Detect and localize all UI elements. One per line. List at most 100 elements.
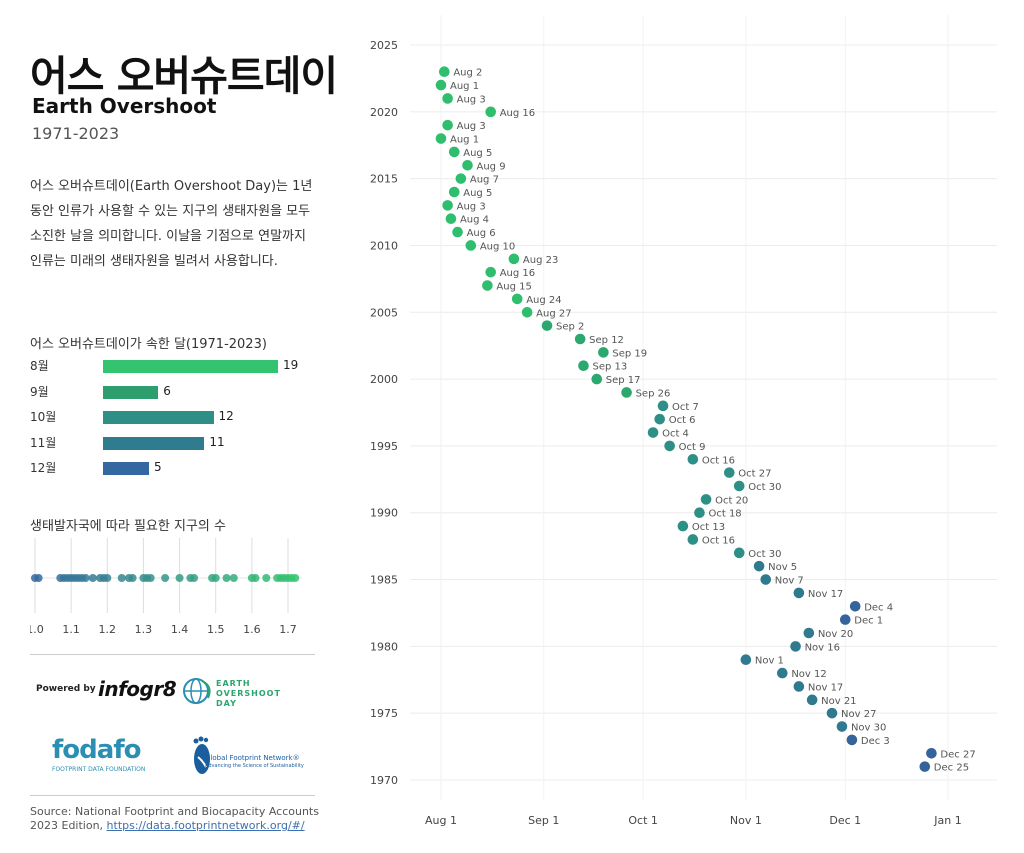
month-bar-value: 6 <box>163 383 171 398</box>
data-label: Nov 12 <box>791 669 826 680</box>
data-point <box>578 360 589 372</box>
data-point <box>803 627 815 639</box>
earths-tick-label: 1.0 <box>30 623 44 636</box>
earths-tick-label: 1.7 <box>279 623 297 636</box>
page-subtitle: Earth Overshoot <box>32 94 217 118</box>
data-point <box>919 761 931 772</box>
data-point <box>448 146 460 158</box>
month-bar-value: 11 <box>209 434 225 449</box>
earths-dot <box>262 574 271 582</box>
data-point <box>485 106 497 118</box>
data-point <box>846 734 858 746</box>
data-point <box>793 681 805 692</box>
earths-tick-label: 1.1 <box>62 623 79 636</box>
data-label: Aug 3 <box>457 121 486 132</box>
data-point <box>541 320 553 331</box>
earths-tick-label: 1.3 <box>135 623 153 636</box>
earths-dot <box>81 574 90 582</box>
earth-overshoot-day-logo-icon <box>183 678 211 704</box>
data-point <box>760 574 772 585</box>
data-point <box>777 667 788 679</box>
data-point <box>508 253 520 265</box>
earths-dot <box>229 574 238 582</box>
infogram-logo[interactable]: infogr8 <box>98 677 177 701</box>
data-point <box>442 93 453 104</box>
data-point <box>521 306 533 318</box>
source-note: Source: National Footprint and Biocapaci… <box>30 805 319 832</box>
data-label: Aug 1 <box>450 81 479 92</box>
global-footprint-network-logo: Global Footprint Network® Advancing the … <box>205 754 304 769</box>
data-label: Oct 9 <box>679 442 706 453</box>
data-point <box>574 333 586 345</box>
month-bar-row: 8월 19 <box>30 356 320 376</box>
data-point <box>664 440 675 452</box>
source-link[interactable]: https://data.footprintnetwork.org/#/ <box>106 819 305 832</box>
data-label: Dec 25 <box>934 763 969 774</box>
data-label: Aug 4 <box>460 215 489 226</box>
data-point <box>465 240 477 251</box>
month-bar <box>103 411 214 424</box>
x-tick-label: Nov 1 <box>730 814 762 827</box>
y-tick-label: 2020 <box>370 106 398 119</box>
earths-dot <box>103 574 112 582</box>
year-range: 1971-2023 <box>32 124 120 143</box>
data-label: Aug 24 <box>526 295 561 306</box>
data-label: Oct 30 <box>748 482 781 493</box>
data-point <box>793 587 805 599</box>
y-tick-label: 2025 <box>370 39 398 52</box>
data-label: Aug 5 <box>463 148 492 159</box>
data-label: Aug 23 <box>523 255 558 266</box>
month-chart-title: 어스 오버슈트데이가 속한 달(1971-2023) <box>30 337 267 352</box>
data-label: Dec 4 <box>864 602 893 613</box>
earths-dot <box>146 574 155 582</box>
y-tick-label: 2010 <box>370 239 398 252</box>
x-tick-label: Sep 1 <box>528 814 559 827</box>
data-point <box>790 641 801 652</box>
data-point <box>740 654 752 666</box>
data-point <box>442 119 453 131</box>
earths-dot <box>88 574 97 582</box>
data-label: Oct 13 <box>692 522 725 533</box>
month-bar-label: 10월 <box>30 410 57 424</box>
page-title: 어스 오버슈트데이 <box>30 52 338 100</box>
data-label: Aug 10 <box>480 241 515 252</box>
data-point <box>849 600 861 612</box>
month-bar-value: 12 <box>218 409 234 423</box>
data-point <box>806 694 818 706</box>
data-label: Oct 16 <box>702 535 735 546</box>
data-label: Sep 12 <box>589 335 624 346</box>
data-point <box>445 213 457 225</box>
earths-dot <box>190 574 199 582</box>
data-label: Oct 6 <box>669 415 696 426</box>
earths-dot <box>34 574 43 582</box>
data-label: Sep 2 <box>556 322 584 333</box>
data-point <box>448 186 460 198</box>
data-label: Oct 30 <box>748 549 781 560</box>
data-label: Nov 17 <box>808 682 843 693</box>
divider <box>30 795 315 796</box>
data-point <box>647 427 659 438</box>
data-label: Aug 27 <box>536 308 571 319</box>
month-bar-label: 8월 <box>30 359 49 373</box>
description: 어스 오버슈트데이(Earth Overshoot Day)는 1년 동안 인류… <box>30 179 313 269</box>
data-label: Nov 7 <box>775 576 804 587</box>
data-label: Dec 27 <box>940 749 975 760</box>
data-label: Aug 3 <box>457 94 486 105</box>
data-point <box>657 400 669 412</box>
y-tick-label: 1970 <box>370 774 398 787</box>
month-bar-label: 11월 <box>30 435 57 450</box>
data-label: Oct 7 <box>672 402 699 413</box>
data-label: Aug 7 <box>470 175 499 186</box>
left-panel: 어스 오버슈트데이 Earth Overshoot 1971-2023 어스 오… <box>30 0 338 853</box>
earths-dot <box>128 574 137 582</box>
data-point <box>442 200 453 211</box>
month-bar-row: 9월 6 <box>30 382 320 402</box>
data-point <box>826 707 838 719</box>
data-label: Aug 16 <box>500 268 535 279</box>
data-label: Aug 6 <box>467 228 496 239</box>
data-point <box>694 507 705 519</box>
powered-by-label: Powered by <box>36 684 96 694</box>
data-label: Dec 1 <box>854 616 883 627</box>
data-label: Sep 19 <box>612 348 647 359</box>
data-point <box>482 280 493 291</box>
